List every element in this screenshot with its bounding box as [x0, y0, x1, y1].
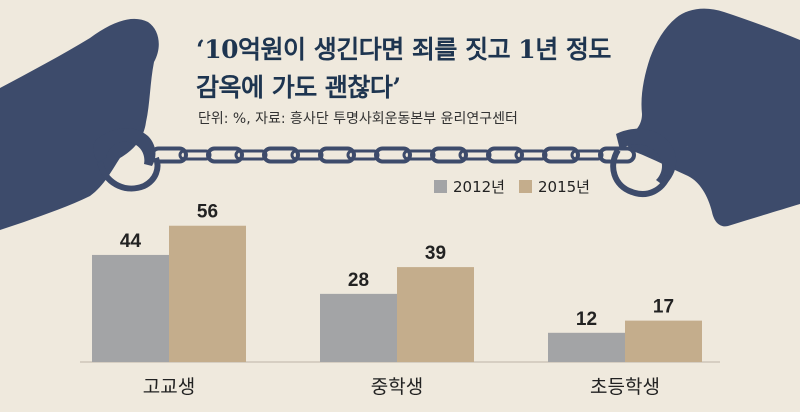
left-cuff-hinge-icon — [125, 163, 131, 169]
chain-link — [262, 146, 300, 164]
bar-2015-1 — [169, 225, 246, 362]
right-cuff-ring — [610, 148, 671, 197]
chart-title-line2: 감옥에 가도 괜찮다’ — [196, 73, 401, 102]
chain-icon — [150, 146, 636, 164]
category-label-2: 중학생 — [371, 376, 423, 398]
category-label-3: 초등학생 — [590, 376, 660, 398]
chain-link — [598, 146, 636, 164]
legend-item-2015: 2015년 — [518, 176, 590, 197]
data-label-2015-2: 39 — [425, 243, 446, 264]
legend: 2012년 2015년 — [434, 176, 604, 197]
data-label-2012-2: 28 — [348, 270, 369, 291]
chain-link — [374, 146, 412, 164]
data-label-2015-1: 56 — [197, 202, 218, 223]
bar-2015-3 — [625, 320, 702, 362]
left-hand-silhouette — [0, 18, 159, 231]
chain-link — [150, 146, 188, 164]
chain-link — [430, 146, 468, 164]
chart-subtitle: 단위: %, 자료: 흥사단 투명사회운동본부 윤리연구센터 — [198, 111, 518, 127]
left-cuff — [93, 128, 156, 166]
bar-2012-1 — [92, 254, 169, 362]
legend-item-2012: 2012년 — [434, 176, 505, 197]
chart-title-line1: ‘10억원이 생긴다면 죄를 짓고 1년 정도 — [196, 35, 611, 64]
data-label-2012-3: 12 — [576, 309, 597, 330]
left-cuff-ring — [97, 156, 161, 192]
chain-link — [206, 146, 244, 164]
bar-2012-3 — [548, 332, 625, 362]
legend-swatch-2012 — [434, 180, 447, 193]
category-label-1: 고교생 — [143, 376, 195, 398]
right-hand-silhouette — [624, 8, 800, 227]
right-cuff — [616, 128, 677, 186]
chain-link — [486, 146, 524, 164]
data-label-2015-3: 17 — [653, 297, 674, 318]
data-label-2012-1: 44 — [120, 231, 142, 252]
bar-2012-2 — [320, 293, 397, 362]
legend-label-2015: 2015년 — [537, 178, 590, 196]
legend-label-2012: 2012년 — [453, 178, 505, 196]
chain-link — [318, 146, 356, 164]
bar-2015-2 — [397, 267, 474, 362]
chain-link — [542, 146, 580, 164]
legend-swatch-2015 — [518, 180, 532, 193]
